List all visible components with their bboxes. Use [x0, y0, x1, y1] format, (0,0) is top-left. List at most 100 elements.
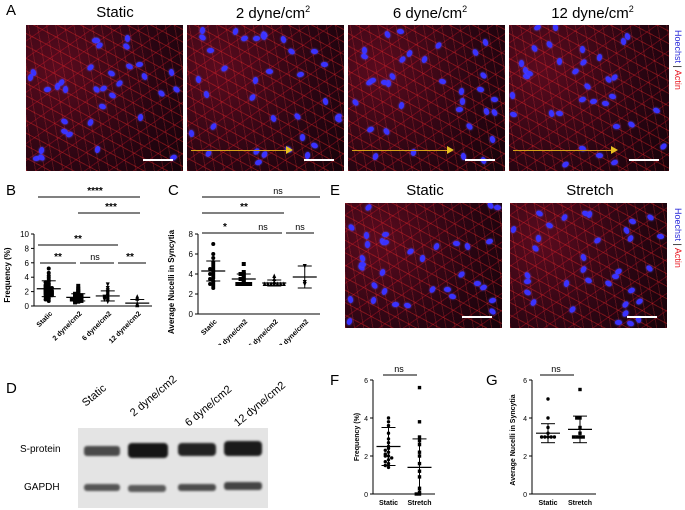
nucleus	[396, 28, 405, 35]
data-point	[386, 416, 391, 420]
nucleus	[403, 302, 412, 309]
nucleus	[370, 281, 379, 291]
data-point	[46, 298, 51, 303]
data-point	[578, 387, 582, 392]
nucleus	[529, 298, 538, 307]
y-tick-label: 2	[364, 454, 368, 461]
micrograph-e-stretch	[510, 203, 667, 328]
nucleus	[428, 285, 437, 294]
y-tick-label: 6	[364, 378, 368, 385]
nucleus	[199, 26, 206, 35]
nucleus	[287, 47, 296, 56]
nucleus	[252, 35, 260, 41]
data-point	[581, 435, 585, 439]
y-tick-label: 4	[25, 273, 30, 282]
sig-b-2: **	[74, 234, 82, 245]
nucleus	[398, 101, 405, 110]
nucleus	[419, 254, 426, 263]
nucleus	[360, 53, 369, 61]
nucleus	[608, 92, 618, 100]
y-tick-label: 2	[25, 288, 30, 297]
data-point	[76, 299, 81, 304]
nucleus	[518, 59, 524, 67]
data-point	[386, 465, 391, 470]
nucleus	[510, 225, 518, 234]
nucleus	[87, 118, 95, 128]
data-point	[571, 435, 576, 439]
nucleus	[363, 231, 370, 240]
data-point	[262, 281, 267, 286]
nucleus	[579, 264, 588, 274]
nucleus	[583, 82, 593, 91]
x-tick-label: Stretch	[568, 500, 592, 507]
flow-direction-line	[513, 150, 611, 151]
data-point	[269, 281, 274, 286]
data-point	[76, 283, 81, 288]
sig-c-2: *	[223, 222, 227, 233]
sig-g: ns	[551, 364, 561, 374]
micrograph-2dyne	[187, 25, 344, 171]
nucleus	[368, 77, 377, 84]
nucleus	[578, 58, 588, 67]
nucleus	[220, 64, 230, 74]
data-point	[208, 272, 213, 276]
data-point	[539, 435, 544, 439]
data-point	[386, 420, 391, 424]
lane-label-12dyne: 12 dyne/cm2	[232, 380, 288, 430]
nucleus	[488, 307, 498, 316]
y-tick-label: 6	[25, 259, 30, 268]
data-point	[390, 456, 394, 460]
nucleus	[106, 69, 116, 78]
sig-b-1: ***	[105, 202, 117, 213]
nucleus	[137, 113, 144, 121]
nucleus	[463, 241, 471, 251]
data-point	[546, 416, 550, 420]
nucleus	[556, 57, 563, 66]
nucleus	[405, 48, 414, 58]
data-point	[278, 281, 283, 286]
lane-text: 6 dyne/cm2	[183, 383, 235, 430]
panel-a-letter: A	[6, 2, 17, 19]
x-tick-label: Static	[36, 310, 55, 329]
lane-text: 2 dyne/cm2	[128, 373, 180, 420]
panel-f-letter: F	[330, 372, 340, 389]
nucleus	[458, 87, 466, 96]
scale-bar	[462, 316, 492, 318]
f-ylabel: Frequency (%)	[354, 413, 361, 461]
nucleus	[122, 42, 132, 51]
x-tick-label: Static	[538, 500, 557, 507]
y-tick-label: 8	[25, 244, 30, 253]
nucleus	[615, 319, 623, 325]
micrograph-6dyne	[348, 25, 505, 171]
panel-e-title-static: Static	[406, 182, 444, 199]
y-tick-label: 8	[189, 230, 194, 239]
data-point	[208, 277, 213, 281]
nucleus	[253, 76, 259, 85]
sig-b-0: ****	[87, 186, 103, 197]
nucleus	[552, 25, 559, 32]
nucleus	[523, 288, 532, 297]
nucleus	[172, 85, 181, 95]
flow-direction-arrow-icon	[611, 146, 618, 154]
nucleus	[622, 226, 631, 235]
data-point	[281, 281, 286, 286]
nucleus	[578, 145, 587, 153]
y-tick-label: 2	[523, 454, 527, 461]
nucleus	[595, 53, 603, 62]
hoechst-label: Hoechst	[673, 30, 683, 64]
band-gapdh-6dyne	[178, 484, 216, 491]
data-point	[211, 256, 216, 260]
nucleus	[560, 213, 569, 223]
nucleus	[65, 131, 75, 139]
y-tick-label: 4	[523, 416, 527, 423]
nucleus	[604, 279, 613, 288]
data-point	[208, 267, 213, 271]
x-tick-label: 2 dyne/cm2	[217, 318, 249, 345]
nucleus	[490, 108, 499, 118]
nucleus	[533, 25, 543, 32]
nucleus	[381, 239, 390, 246]
nucleus	[479, 71, 489, 80]
nucleus	[207, 48, 215, 54]
